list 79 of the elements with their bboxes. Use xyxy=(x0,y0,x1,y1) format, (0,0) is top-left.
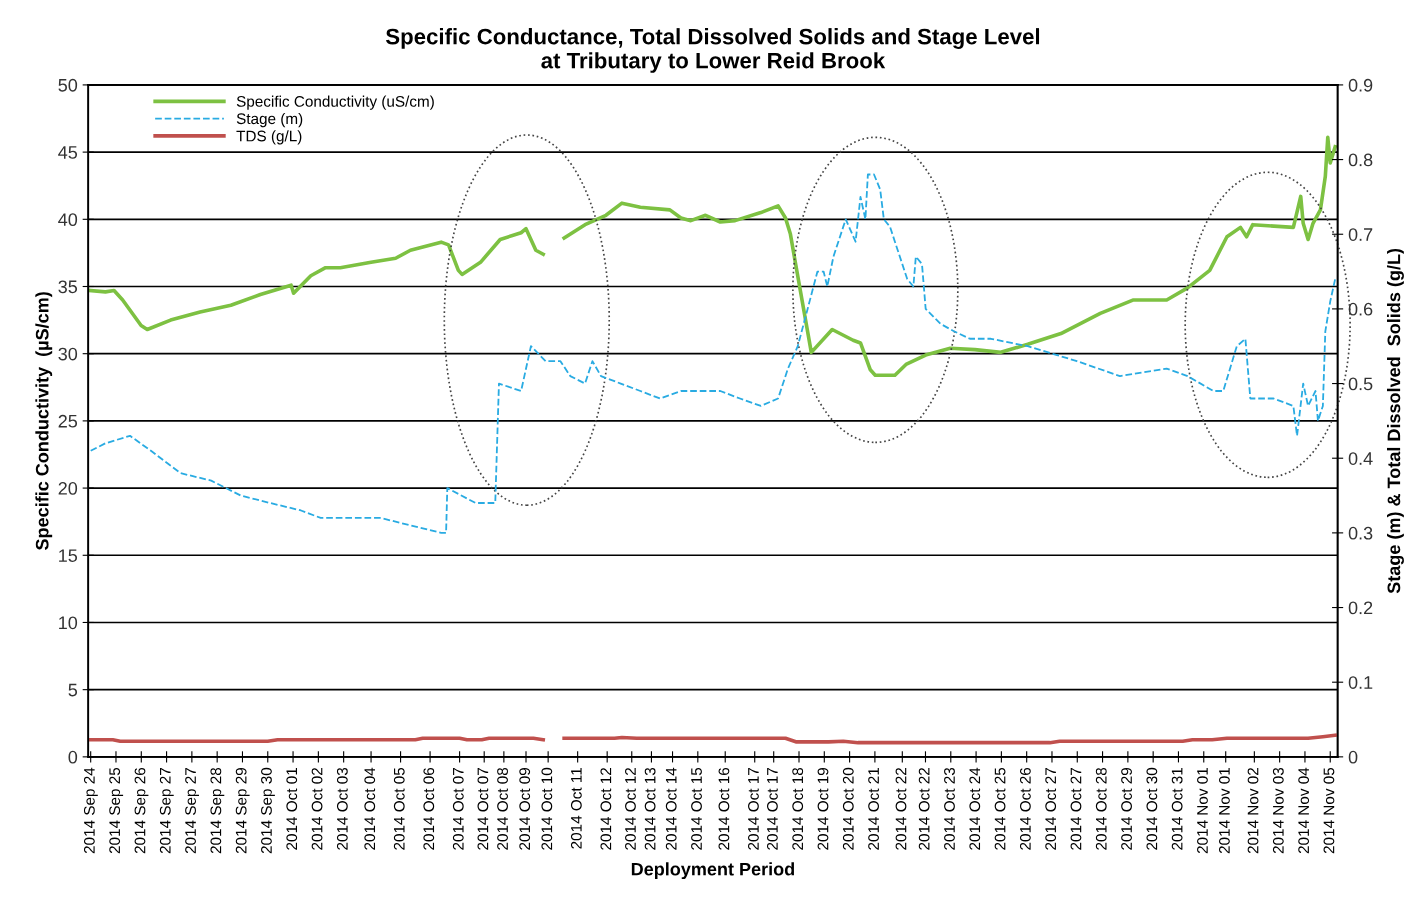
x-tick-label: 2014 Nov 01 xyxy=(1197,768,1208,854)
x-tick-label: 2014 Oct 28 xyxy=(1095,767,1107,850)
y2-tick-label: 0.9 xyxy=(1348,78,1373,92)
y-axis-title: Specific Conductivity (µS/cm) xyxy=(35,292,53,550)
x-tick-label: 2014 Oct 23 xyxy=(944,767,955,850)
line-series xyxy=(89,173,1337,534)
legend-label: Stage (m) xyxy=(236,112,303,128)
x-tick-label: 2014 Oct 24 xyxy=(969,767,981,850)
x-tick-label: 2014 Oct 20 xyxy=(842,767,854,850)
x-tick-label: 2014 Oct 08 xyxy=(497,767,508,850)
y-tick-label: 15 xyxy=(59,549,78,562)
x-tick-label: 2014 Sep 30 xyxy=(261,767,275,854)
x-tick-label: 2014 Oct 07 xyxy=(477,768,489,850)
x-tick-label: 2014 Nov 02 xyxy=(1247,768,1259,854)
legend-label: Specific Conductivity (uS/cm) xyxy=(236,95,434,110)
x-tick-label: 2014 Oct 10 xyxy=(541,767,553,850)
x-tick-label: 2014 Oct 22 xyxy=(918,768,930,850)
x-tick-label: 2014 Oct 12 xyxy=(600,768,612,850)
x-tick-label: 2014 Oct 17 xyxy=(766,768,778,850)
chart-title: Specific Conductance, Total Dissolved Solids and Stage Level at Tributary to Lower Reid Brook xyxy=(385,28,1040,73)
y2-tick-label: 0.4 xyxy=(1348,452,1373,465)
x-tick-label: 2014 Oct 30 xyxy=(1146,767,1158,850)
y2-axis-title: Stage (m) & Total Dissolved Solids (g/L) xyxy=(1387,248,1404,594)
y-tick-label: 5 xyxy=(68,683,78,697)
x-tick-label: 2014 Oct 26 xyxy=(1019,767,1031,850)
x-tick-label: 2014 Oct 06 xyxy=(423,767,435,850)
x-tick-label: 2014 Sep 29 xyxy=(235,767,250,854)
x-tick-label: 2014 Oct 14 xyxy=(665,767,677,850)
x-tick-label: 2014 Oct 13 xyxy=(644,767,656,850)
x-tick-label: 2014 Oct 29 xyxy=(1121,767,1132,850)
legend-label: TDS (g/L) xyxy=(236,130,302,145)
x-tick-label: 2014 Sep 27 xyxy=(159,768,174,854)
y-tick-label: 10 xyxy=(59,616,78,630)
y-tick-label: 0 xyxy=(68,750,78,764)
x-tick-label: 2014 Oct 03 xyxy=(336,767,348,850)
x-tick-label: 2014 Oct 27 xyxy=(1045,768,1057,850)
x-tick-label: 2014 Nov 04 xyxy=(1298,767,1310,854)
y2-tick-label: 0.1 xyxy=(1348,676,1373,689)
x-tick-label: 2014 Oct 16 xyxy=(718,767,730,850)
x-tick-label: 2014 Nov 01 xyxy=(1219,768,1230,854)
y-tick-label: 35 xyxy=(58,280,78,294)
x-tick-label: 2014 Oct 22 xyxy=(895,768,907,850)
x-tick-label: 2014 Oct 09 xyxy=(519,767,531,850)
y2-tick-label: 0.8 xyxy=(1348,153,1373,167)
x-tick-label: 2014 Oct 11 xyxy=(570,768,582,849)
y2-tick-label: 0 xyxy=(1348,750,1358,764)
x-tick-label: 2014 Sep 24 xyxy=(83,767,98,854)
x-tick-label: 2014 Sep 25 xyxy=(109,767,124,854)
x-tick-label: 2014 Oct 19 xyxy=(817,767,829,850)
y2-tick-label: 0.3 xyxy=(1348,526,1373,540)
x-tick-label: 2014 Oct 31 xyxy=(1171,768,1183,850)
x-tick-label: 2014 Oct 04 xyxy=(364,767,376,850)
y2-tick-label: 0.6 xyxy=(1348,302,1373,316)
x-tick-label: 2014 Oct 07 xyxy=(452,768,464,850)
x-tick-label: 2014 Nov 03 xyxy=(1272,767,1284,854)
x-tick-label: 2014 Sep 27 xyxy=(185,768,199,854)
x-tick-label: 2014 Oct 15 xyxy=(691,767,702,850)
y-tick-label: 40 xyxy=(58,213,78,227)
y-tick-label: 50 xyxy=(58,78,78,92)
y2-tick-label: 0.7 xyxy=(1348,228,1373,241)
x-tick-label: 2014 Oct 27 xyxy=(1070,768,1082,850)
x-axis-title: Deployment Period xyxy=(631,862,795,880)
x-tick-label: 2014 Oct 18 xyxy=(792,767,804,850)
y2-tick-label: 0.5 xyxy=(1348,377,1373,391)
y-tick-label: 20 xyxy=(58,482,78,495)
x-tick-label: 2014 Sep 26 xyxy=(134,767,149,854)
y2-tick-label: 0.2 xyxy=(1348,601,1373,615)
x-tick-label: 2014 Oct 01 xyxy=(286,768,298,850)
y-tick-label: 45 xyxy=(58,146,78,159)
x-tick-label: 2014 Oct 21 xyxy=(868,768,879,850)
x-tick-label: 2014 Oct 12 xyxy=(625,768,636,850)
x-tick-label: 2014 Oct 17 xyxy=(748,768,759,850)
x-tick-label: 2014 Oct 25 xyxy=(994,767,1006,850)
y-tick-label: 25 xyxy=(58,414,78,428)
x-tick-label: 2014 Nov 05 xyxy=(1323,767,1335,854)
x-tick-label: 2014 Sep 28 xyxy=(210,767,225,854)
y-tick-label: 30 xyxy=(58,347,78,361)
x-tick-label: 2014 Oct 05 xyxy=(393,767,405,850)
x-tick-label: 2014 Oct 02 xyxy=(311,768,323,850)
